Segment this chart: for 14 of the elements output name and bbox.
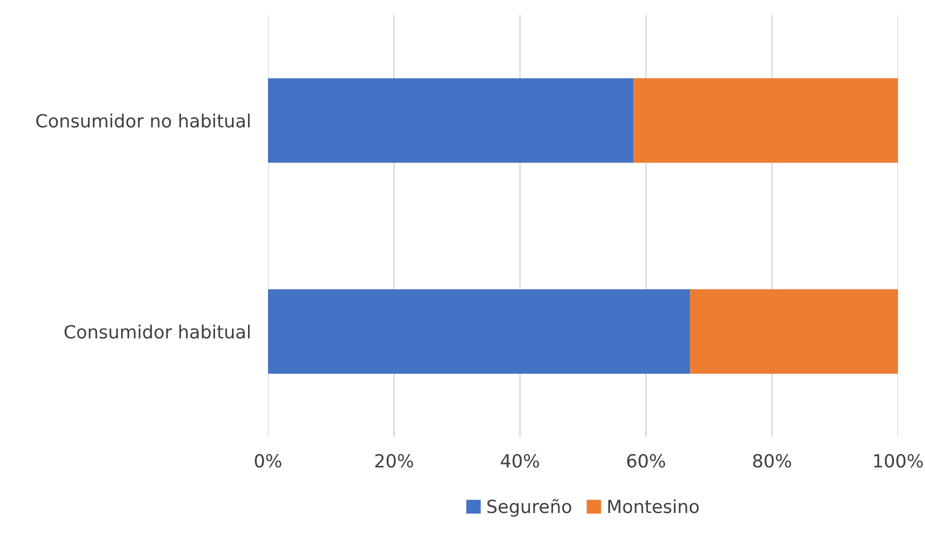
x-tick-label: 80% bbox=[753, 454, 792, 468]
bar bbox=[268, 78, 634, 163]
bar bbox=[690, 289, 898, 374]
y-tick-label: Consumidor no habitual bbox=[36, 114, 250, 128]
x-tick-label: 60% bbox=[627, 454, 666, 468]
legend-label: Montesino bbox=[608, 499, 699, 514]
x-tick-label: 100% bbox=[874, 454, 923, 468]
x-tick-label: 40% bbox=[500, 454, 540, 468]
legend-label: Segureño bbox=[487, 498, 572, 517]
bar bbox=[268, 289, 690, 374]
bar bbox=[633, 78, 898, 163]
x-tick-label: 20% bbox=[375, 454, 414, 468]
y-tick-label: Consumidor habitual bbox=[64, 324, 250, 339]
x-tick-label: 0% bbox=[254, 454, 282, 468]
